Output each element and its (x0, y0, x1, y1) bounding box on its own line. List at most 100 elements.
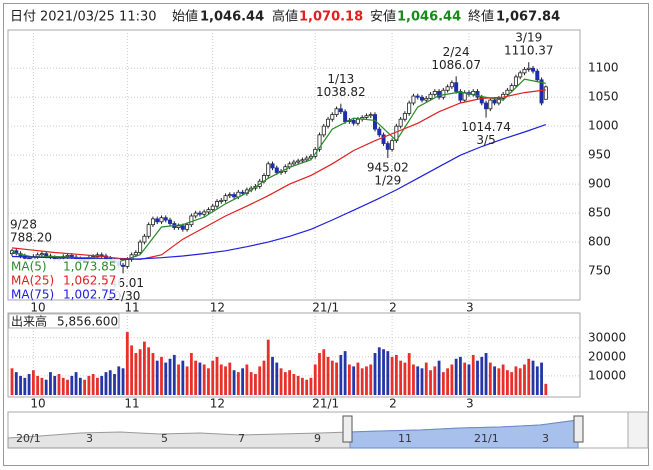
volume-bar (61, 377, 65, 395)
volume-bar (403, 362, 407, 395)
legend-name: MA(75) (11, 288, 54, 302)
volume-bar (360, 368, 364, 395)
candle-body (419, 96, 424, 101)
volume-bar (407, 353, 411, 395)
volume-bar (339, 354, 343, 395)
candle-body (193, 212, 198, 217)
candle-body (424, 97, 429, 101)
volume-bar (347, 364, 351, 395)
candle-body (351, 119, 356, 124)
volume-bar (134, 353, 138, 395)
candle-body (266, 163, 271, 176)
volume-bar (44, 379, 48, 395)
volume-bar (23, 377, 27, 395)
volume-bar (104, 372, 108, 395)
candle-body (223, 195, 228, 201)
volume-bar (130, 345, 133, 395)
navigator-label: 9 (314, 432, 321, 445)
candle-body (150, 218, 155, 226)
y-tick-label: 900 (588, 177, 611, 191)
candle-body (219, 199, 224, 202)
volume-bar (100, 375, 104, 395)
candle-body (518, 72, 523, 78)
candle-body (125, 259, 130, 267)
candle-body (270, 163, 275, 169)
volume-bar (181, 360, 185, 395)
candle-body (454, 82, 459, 92)
volume-bar (446, 368, 450, 395)
candle-body (338, 108, 343, 113)
candle-body (449, 82, 454, 88)
candle-body (185, 224, 190, 230)
candle-body (471, 91, 476, 95)
navigator-label: 20/1 (16, 432, 41, 445)
navigator-handle[interactable] (342, 415, 353, 443)
candle-body (377, 128, 382, 136)
legend-value: 1,062.57 (63, 274, 116, 288)
volume-bar (459, 356, 462, 395)
volume-bar (202, 364, 206, 395)
volume-bar (177, 364, 180, 395)
navigator-label: 11 (398, 432, 412, 445)
volume-bar (429, 370, 432, 395)
candle-body (291, 161, 296, 165)
volume-bar (40, 377, 44, 395)
x-tick-label: 21/1 (312, 301, 339, 315)
volume-current: 5,856.600 (57, 315, 118, 329)
volume-bar (113, 374, 116, 395)
annotation-value: 1014.74 (461, 120, 511, 134)
volume-bar (301, 377, 304, 395)
volume-bar (249, 372, 253, 395)
candle-body (44, 253, 49, 257)
candle-body (39, 253, 44, 256)
volume-bar (168, 358, 172, 395)
y-tick-label: 1050 (588, 90, 619, 104)
volume-bar (70, 375, 74, 395)
volume-bar (160, 356, 163, 395)
y-tick-label: 1100 (588, 61, 619, 75)
candle-body (381, 134, 386, 144)
volume-bar (283, 372, 287, 395)
volume-bar (49, 372, 52, 395)
volume-bar (476, 360, 479, 395)
navigator-handle[interactable] (573, 415, 584, 443)
candle-body (163, 217, 168, 221)
volume-bar (172, 354, 176, 395)
header-low: 1,046.44 (397, 10, 461, 25)
volume-bar (369, 364, 373, 395)
candle-body (206, 209, 211, 213)
volume-bar (506, 370, 509, 395)
header-datetime: 2021/03/25 11:30 (40, 10, 157, 25)
volume-bar (138, 349, 142, 395)
x-tick-label: 12 (210, 397, 225, 411)
candle-body (168, 219, 173, 224)
volume-bar (335, 362, 338, 395)
legend-value: 1,073.85 (63, 260, 116, 274)
candle-body (133, 252, 138, 256)
annotation-date: 3/5 (476, 133, 495, 147)
volume-bar (66, 379, 69, 395)
volume-bar (424, 362, 428, 395)
volume-bar (207, 368, 210, 395)
volume-bar (343, 351, 347, 395)
navigator-scroll[interactable] (627, 411, 649, 449)
annotation-value: 945.02 (367, 161, 409, 175)
candle-body (402, 113, 407, 120)
volume-bar (125, 332, 129, 395)
y-tick-label: 750 (588, 264, 611, 278)
candle-body (330, 114, 335, 120)
candle-body (543, 86, 548, 100)
volume-bar (198, 362, 202, 395)
candle-body (445, 86, 450, 91)
candle-body (526, 67, 531, 70)
candle-body (428, 93, 433, 99)
volume-bar (121, 368, 125, 395)
volume-bar (471, 354, 475, 395)
navigator-label: 5 (161, 432, 168, 445)
y-tick-label: 1000 (588, 119, 619, 133)
candle-body (364, 115, 369, 118)
annotation-date: 1/29 (374, 174, 401, 188)
header-label: 日付 (10, 10, 36, 25)
volume-bar (143, 341, 146, 395)
